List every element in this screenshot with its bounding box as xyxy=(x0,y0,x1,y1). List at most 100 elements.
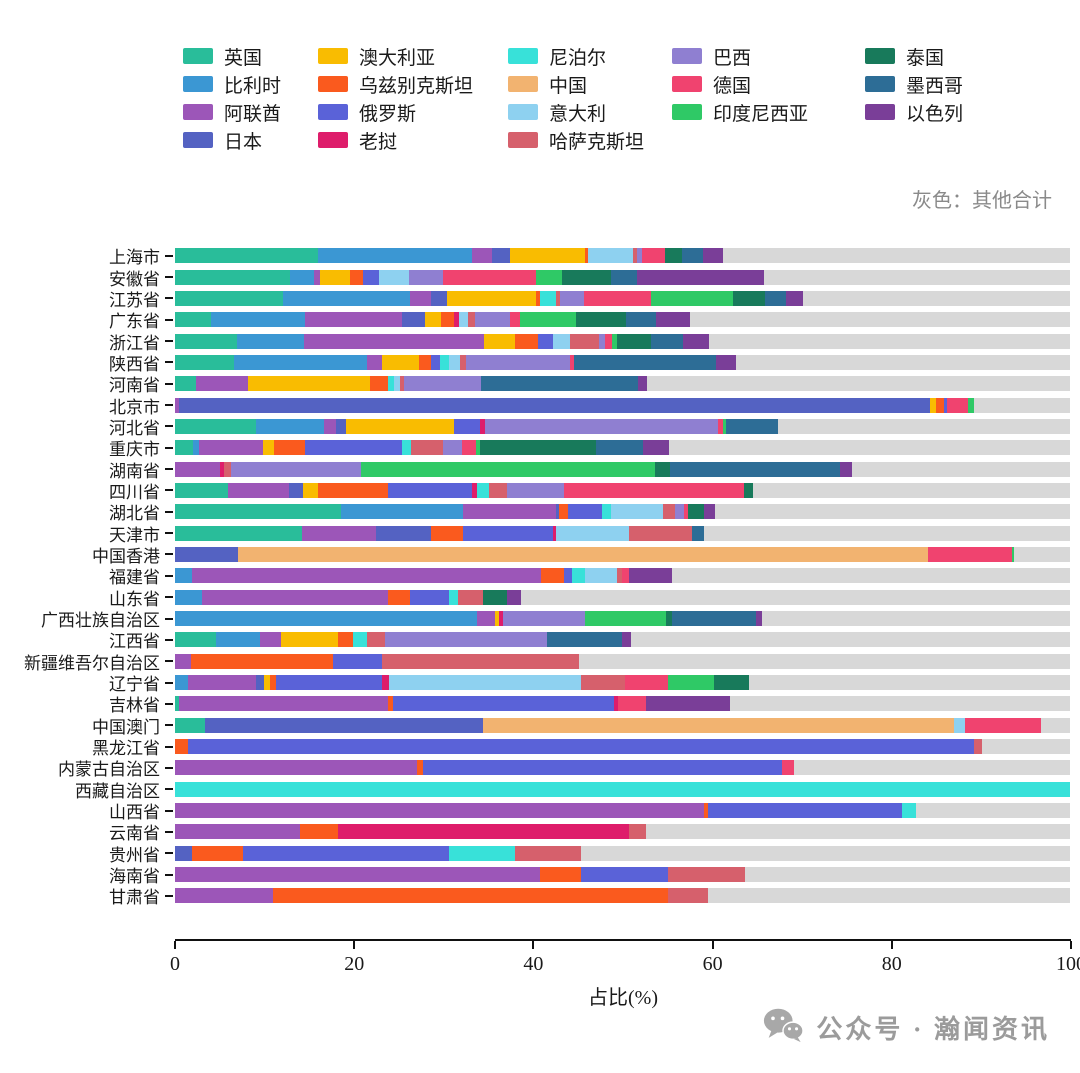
bar-segment xyxy=(381,354,420,370)
bar-segment xyxy=(541,568,565,584)
bar-segment xyxy=(175,397,180,413)
y-tick xyxy=(165,425,173,428)
bar-segment xyxy=(175,803,704,819)
bar-segment xyxy=(318,248,473,264)
bar-segment xyxy=(463,504,557,520)
bar-segment xyxy=(481,376,638,392)
bar-segment xyxy=(264,675,270,691)
bar-track xyxy=(175,632,1070,648)
bar-segment xyxy=(236,333,304,349)
bar-track xyxy=(175,739,1070,755)
bar-segment xyxy=(201,589,388,605)
legend-column: 澳大利亚 乌兹别克斯坦 俄罗斯 老挝 xyxy=(318,42,508,154)
legend-swatch xyxy=(672,104,702,120)
bar-segment xyxy=(393,696,614,712)
legend-label: 老挝 xyxy=(359,131,398,153)
bar-segment xyxy=(611,333,618,349)
bar-segment xyxy=(610,504,663,520)
bar-segment xyxy=(683,333,710,349)
bar-segment xyxy=(388,696,394,712)
y-tick xyxy=(165,361,173,364)
bar-segment xyxy=(636,269,764,285)
bar-segment xyxy=(394,376,401,392)
y-tick xyxy=(165,510,173,513)
bar-segment xyxy=(675,504,685,520)
y-tick xyxy=(165,532,173,535)
bar-label: 新疆维吾尔自治区 xyxy=(24,653,160,673)
bar-track xyxy=(175,248,1070,264)
bar-segment xyxy=(231,461,362,477)
bar-segment xyxy=(454,312,459,328)
bar-segment xyxy=(506,482,565,498)
y-tick xyxy=(165,340,173,343)
y-tick xyxy=(165,254,173,257)
y-tick xyxy=(165,276,173,279)
bar-label: 河北省 xyxy=(109,418,160,438)
legend: 英国 比利时 阿联酋 日本 澳大利亚 乌兹别克斯坦 俄罗斯 老挝 尼泊尔 中国 意大利 哈萨克斯坦 巴西… xyxy=(183,42,1015,154)
bar-segment xyxy=(472,482,478,498)
bar-segment xyxy=(465,354,571,370)
bar-track xyxy=(175,440,1070,456)
bar-segment xyxy=(515,845,582,861)
bar-label: 陕西省 xyxy=(109,354,160,374)
bar-segment xyxy=(443,440,463,456)
bar-label: 上海市 xyxy=(109,248,160,268)
legend-swatch xyxy=(318,132,348,148)
bar-segment xyxy=(567,504,602,520)
bar-track xyxy=(175,696,1070,712)
y-tick xyxy=(165,681,173,684)
bar-label: 福建省 xyxy=(109,568,160,588)
legend-item: 日本 xyxy=(183,126,318,154)
bar-track xyxy=(175,504,1070,520)
y-tick xyxy=(165,297,173,300)
bar-segment xyxy=(175,546,238,562)
y-tick xyxy=(165,809,173,812)
legend-swatch xyxy=(183,76,213,92)
bar-segment xyxy=(448,589,458,605)
bar-segment xyxy=(953,717,966,733)
bar-track xyxy=(175,675,1070,691)
bar-segment xyxy=(462,440,476,456)
legend-swatch xyxy=(318,104,348,120)
bar-track xyxy=(175,376,1070,392)
bar-row: 中国香港 xyxy=(10,544,1070,566)
legend-item: 英国 xyxy=(183,42,318,70)
bar-segment xyxy=(482,589,507,605)
bar-segment xyxy=(495,611,499,627)
bar-segment xyxy=(175,696,180,712)
bar-segment xyxy=(681,248,703,264)
bar-segment xyxy=(707,803,902,819)
bar-segment xyxy=(484,418,719,434)
legend-column: 英国 比利时 阿联酋 日本 xyxy=(183,42,318,154)
bar-segment xyxy=(628,824,646,840)
bar-segment xyxy=(269,675,277,691)
bar-segment xyxy=(458,312,468,328)
bar-segment xyxy=(187,739,975,755)
bar-track xyxy=(175,397,1070,413)
bar-segment xyxy=(564,568,573,584)
bar-segment xyxy=(662,504,676,520)
bar-segment xyxy=(642,248,666,264)
bar-track xyxy=(175,269,1070,285)
bar-segment xyxy=(410,290,431,306)
bar-row: 湖北省 xyxy=(10,501,1070,523)
y-tick xyxy=(165,852,173,855)
bar-segment xyxy=(219,461,225,477)
bar-label: 云南省 xyxy=(109,824,160,844)
bar-segment xyxy=(175,376,196,392)
bar-segment xyxy=(210,312,305,328)
bar-segment xyxy=(538,333,553,349)
y-tick xyxy=(165,489,173,492)
bar-segment xyxy=(237,546,928,562)
bar-segment xyxy=(476,611,496,627)
bar-row: 四川省 xyxy=(10,480,1070,502)
y-tick xyxy=(165,382,173,385)
bar-segment xyxy=(552,525,557,541)
bar-segment xyxy=(175,675,188,691)
y-tick xyxy=(165,873,173,876)
bar-segment xyxy=(520,312,576,328)
bar-segment xyxy=(336,418,346,434)
bar-label: 海南省 xyxy=(109,867,160,887)
bar-segment xyxy=(175,290,284,306)
bar-segment xyxy=(404,376,482,392)
